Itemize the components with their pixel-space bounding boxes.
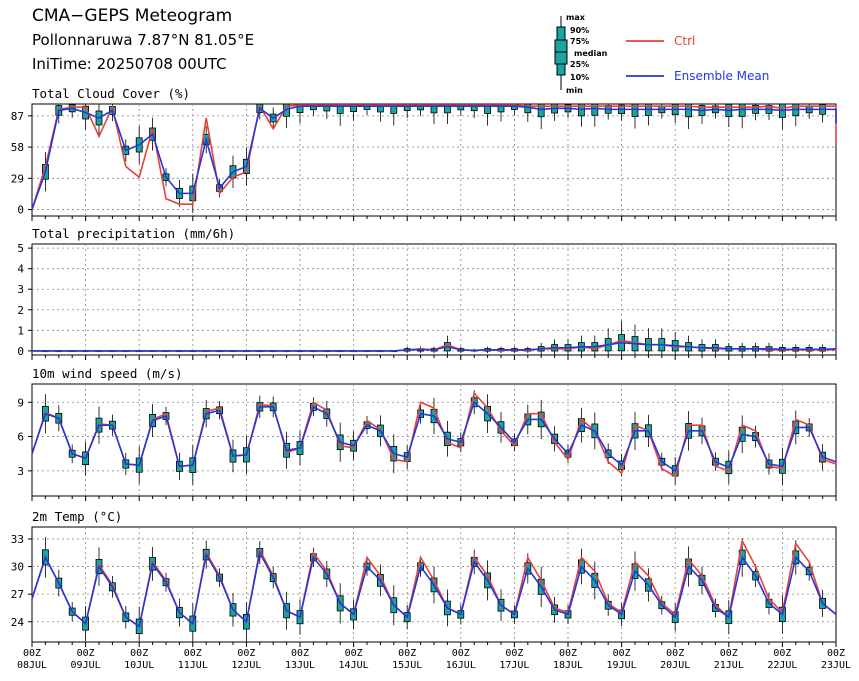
x-tick-label-date: 15JUL xyxy=(392,660,422,671)
x-tick-label-time: 00Z xyxy=(237,648,255,659)
legend-ctrl-label: Ctrl xyxy=(674,34,695,48)
y-tick-label: 3 xyxy=(17,465,24,478)
init-time-label: IniTime: 20250708 00UTC xyxy=(32,55,227,73)
ctrl-line xyxy=(31,391,837,478)
ensemble-box xyxy=(430,103,438,114)
ensemble-box xyxy=(336,103,344,114)
x-tick-label-date: 08JUL xyxy=(17,660,47,671)
y-tick-label: 27 xyxy=(11,588,24,601)
x-tick-label-date: 20JUL xyxy=(660,660,690,671)
ensemble-box xyxy=(631,103,639,117)
panel-1: 0 1 2 3 4 5 Total precipitation (mm/6h) xyxy=(17,226,837,360)
x-tick-label-time: 00Z xyxy=(345,648,363,659)
x-tick-label-time: 00Z xyxy=(505,648,523,659)
x-tick-label-date: 14JUL xyxy=(339,660,369,671)
x-tick-label-date: 19JUL xyxy=(607,660,637,671)
x-tick-label-time: 00Z xyxy=(827,648,845,659)
y-tick-label: 87 xyxy=(11,110,24,123)
ensemble-mean-line xyxy=(31,550,837,628)
y-tick-label: 33 xyxy=(11,533,24,546)
ensemble-box xyxy=(376,103,384,113)
legend-box-label: min xyxy=(566,86,583,95)
y-tick-label: 3 xyxy=(17,283,24,296)
y-tick-label: 4 xyxy=(17,263,24,276)
x-tick-label-time: 00Z xyxy=(613,648,631,659)
panel-title: Total precipitation (mm/6h) xyxy=(32,226,235,241)
ensemble-mean-line xyxy=(31,105,837,210)
ctrl-line xyxy=(31,538,837,628)
ensemble-box xyxy=(497,103,505,113)
x-tick-label-time: 00Z xyxy=(773,648,791,659)
x-tick-label-time: 00Z xyxy=(291,648,309,659)
x-tick-label-date: 21JUL xyxy=(714,660,744,671)
y-tick-label: 5 xyxy=(17,242,24,255)
legend-box-label: max xyxy=(566,13,586,22)
x-tick-label-date: 13JUL xyxy=(285,660,315,671)
x-tick-label-time: 00Z xyxy=(184,648,202,659)
y-tick-label: 24 xyxy=(11,616,25,629)
x-tick-label-date: 11JUL xyxy=(178,660,208,671)
ensemble-mean-line xyxy=(31,400,837,473)
legend-ensemble-label: Ensemble Mean xyxy=(674,69,769,83)
x-tick-label-time: 00Z xyxy=(77,648,95,659)
y-tick-label: 0 xyxy=(17,204,24,217)
legend-box-label: 90% xyxy=(570,26,589,35)
ensemble-box xyxy=(323,103,331,112)
y-tick-label: 2 xyxy=(17,304,24,317)
location-label: Pollonnaruwa 7.87°N 81.05°E xyxy=(32,31,255,49)
x-tick-label-time: 00Z xyxy=(130,648,148,659)
panel-2: 3 6 9 10m wind speed (m/s) xyxy=(17,366,837,501)
legend-box-label: 10% xyxy=(570,73,589,82)
y-tick-label: 30 xyxy=(11,561,24,574)
x-tick-label-time: 00Z xyxy=(398,648,416,659)
x-tick-label-date: 09JUL xyxy=(71,660,101,671)
ensemble-box xyxy=(470,103,478,112)
ensemble-box xyxy=(403,103,411,112)
legend: max 90% 75% median 25% 10% min Ctrl Ensemble Mea… xyxy=(554,13,769,95)
legend-box-label: 75% xyxy=(570,37,589,46)
y-tick-label: 1 xyxy=(17,324,24,337)
x-tick-label-date: 18JUL xyxy=(553,660,583,671)
panel-title: 2m Temp (°C) xyxy=(32,509,122,524)
chart-title: CMA−GEPS Meteogram xyxy=(32,6,233,26)
x-tick-label-time: 00Z xyxy=(559,648,577,659)
panel-frame xyxy=(31,243,837,356)
y-tick-label: 9 xyxy=(17,396,24,409)
x-tick-label-date: 22JUL xyxy=(767,660,797,671)
y-tick-label: 0 xyxy=(17,345,24,358)
panel-title: 10m wind speed (m/s) xyxy=(32,366,183,381)
ctrl-line xyxy=(31,103,837,210)
panel-0: 0 29 58 87 Total Cloud Cover (%) xyxy=(11,86,837,221)
y-tick-label: 29 xyxy=(11,172,24,185)
x-tick-label-date: 23JUL xyxy=(821,660,851,671)
panel-3: 24 27 30 33 2m Temp (°C) xyxy=(11,509,837,647)
x-tick-label-time: 00Z xyxy=(23,648,41,659)
x-tick-label-date: 16JUL xyxy=(446,660,476,671)
ensemble-box xyxy=(443,103,451,114)
y-tick-label: 6 xyxy=(17,431,24,444)
panel-title: Total Cloud Cover (%) xyxy=(32,86,190,101)
x-tick-label-time: 00Z xyxy=(720,648,738,659)
ensemble-box xyxy=(350,103,358,113)
x-tick-label-date: 10JUL xyxy=(124,660,154,671)
ensemble-mean-line xyxy=(32,341,837,352)
y-tick-label: 58 xyxy=(11,141,24,154)
ensemble-box xyxy=(390,103,398,114)
x-tick-label-time: 00Z xyxy=(452,648,470,659)
ensemble-box xyxy=(537,103,545,118)
legend-box-label: median xyxy=(574,49,608,58)
x-tick-label-time: 00Z xyxy=(666,648,684,659)
legend-box-label: 25% xyxy=(570,60,589,69)
ensemble-box xyxy=(296,103,304,113)
x-tick-label-date: 12JUL xyxy=(231,660,261,671)
ensemble-box xyxy=(591,103,599,116)
ensemble-box xyxy=(484,103,492,114)
x-tick-label-date: 17JUL xyxy=(499,660,529,671)
